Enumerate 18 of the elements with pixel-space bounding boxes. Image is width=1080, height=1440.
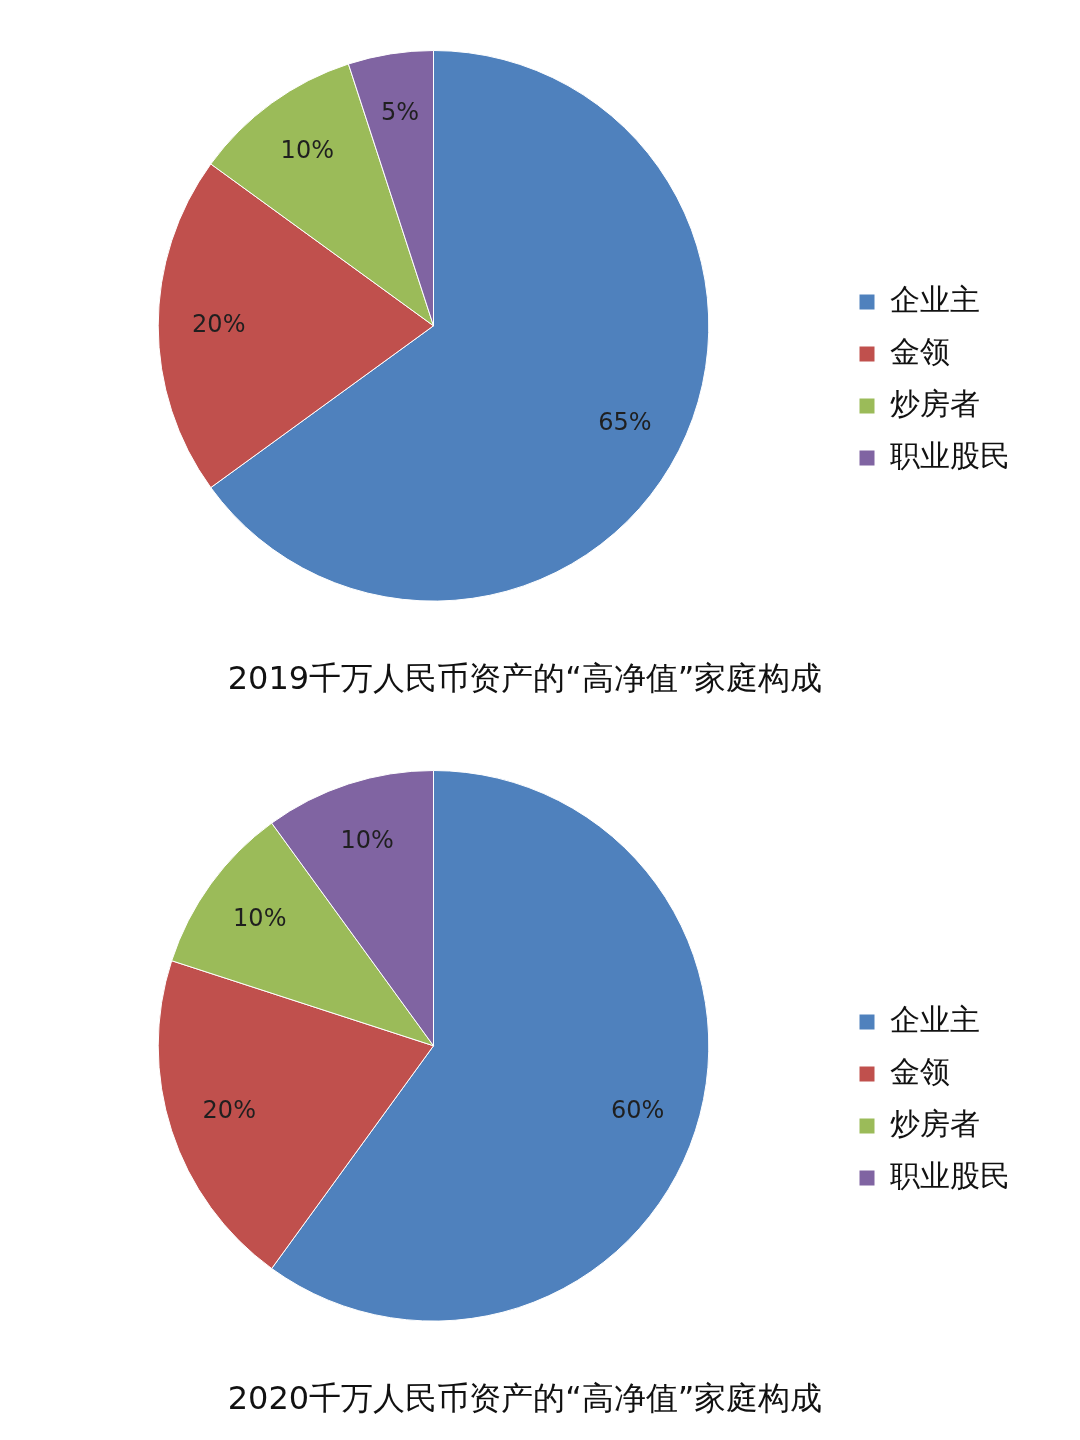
legend-label: 职业股民 bbox=[890, 1157, 1010, 1193]
data-label: 60% bbox=[611, 1096, 665, 1125]
data-label: 10% bbox=[233, 903, 287, 932]
text: 2020千万人民币资产的“高净值”家庭构成 bbox=[227, 1379, 823, 1418]
legend-label: 炒房者 bbox=[890, 385, 980, 421]
data-label: 20% bbox=[202, 1096, 256, 1125]
data-label: 20% bbox=[192, 310, 246, 339]
legend-label: 金领 bbox=[890, 333, 950, 369]
legend-label: 炒房者 bbox=[890, 1105, 980, 1141]
data-label: 5% bbox=[380, 97, 419, 126]
legend-label: 金领 bbox=[890, 1053, 950, 1089]
legend-label: 职业股民 bbox=[890, 437, 1010, 473]
text: 2019千万人民币资产的“高净值”家庭构成 bbox=[227, 659, 823, 698]
data-label: 10% bbox=[280, 136, 334, 165]
data-label: 65% bbox=[598, 407, 652, 436]
data-label: 10% bbox=[340, 825, 394, 854]
legend-label: 企业主 bbox=[890, 1001, 980, 1037]
legend-label: 企业主 bbox=[890, 281, 980, 317]
